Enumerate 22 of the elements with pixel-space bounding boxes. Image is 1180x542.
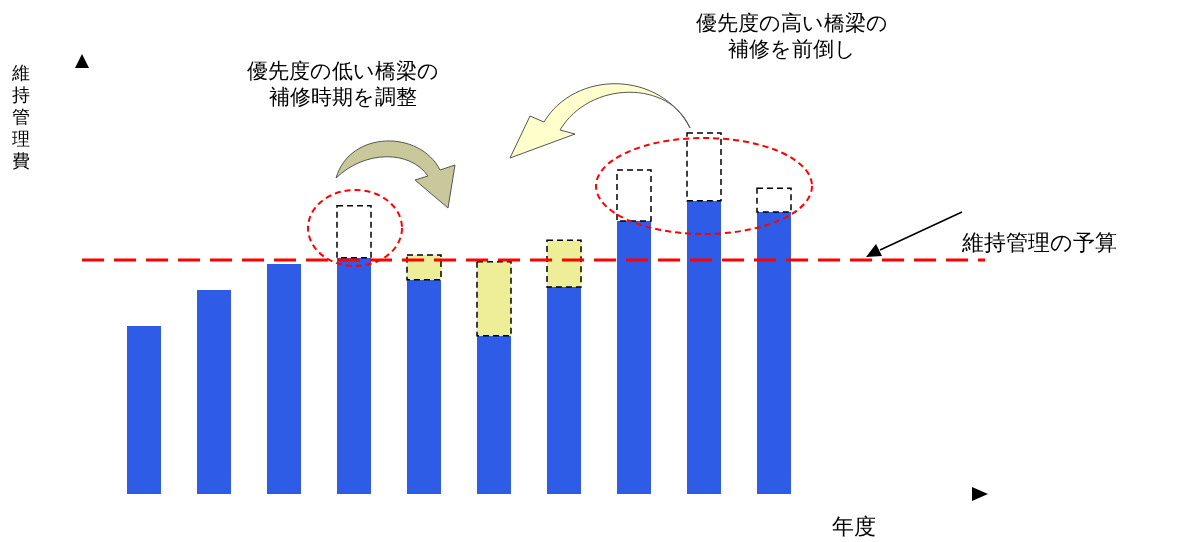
ref-line-label: 維持管理の予算 bbox=[962, 229, 1117, 257]
bar bbox=[686, 132, 722, 202]
bar bbox=[127, 326, 161, 494]
bar bbox=[336, 205, 372, 259]
bar bbox=[756, 187, 792, 213]
bar bbox=[687, 200, 721, 494]
x-axis-title: 年度 bbox=[832, 513, 876, 541]
bar bbox=[337, 257, 371, 494]
text: 優先度の高い橋梁の補修を前倒し bbox=[695, 10, 889, 62]
bar bbox=[757, 211, 791, 494]
bar bbox=[267, 263, 301, 494]
bar bbox=[407, 279, 441, 494]
y-axis-title: 維持管理費 bbox=[11, 62, 31, 172]
bar bbox=[197, 289, 231, 494]
bar bbox=[546, 239, 582, 288]
text: 優先度の低い橋梁の補修時期を調整 bbox=[246, 58, 440, 110]
bar bbox=[476, 261, 512, 337]
bar bbox=[477, 335, 511, 494]
bar bbox=[617, 221, 651, 494]
bar bbox=[547, 287, 581, 494]
bar bbox=[616, 169, 652, 222]
bar bbox=[406, 254, 442, 281]
